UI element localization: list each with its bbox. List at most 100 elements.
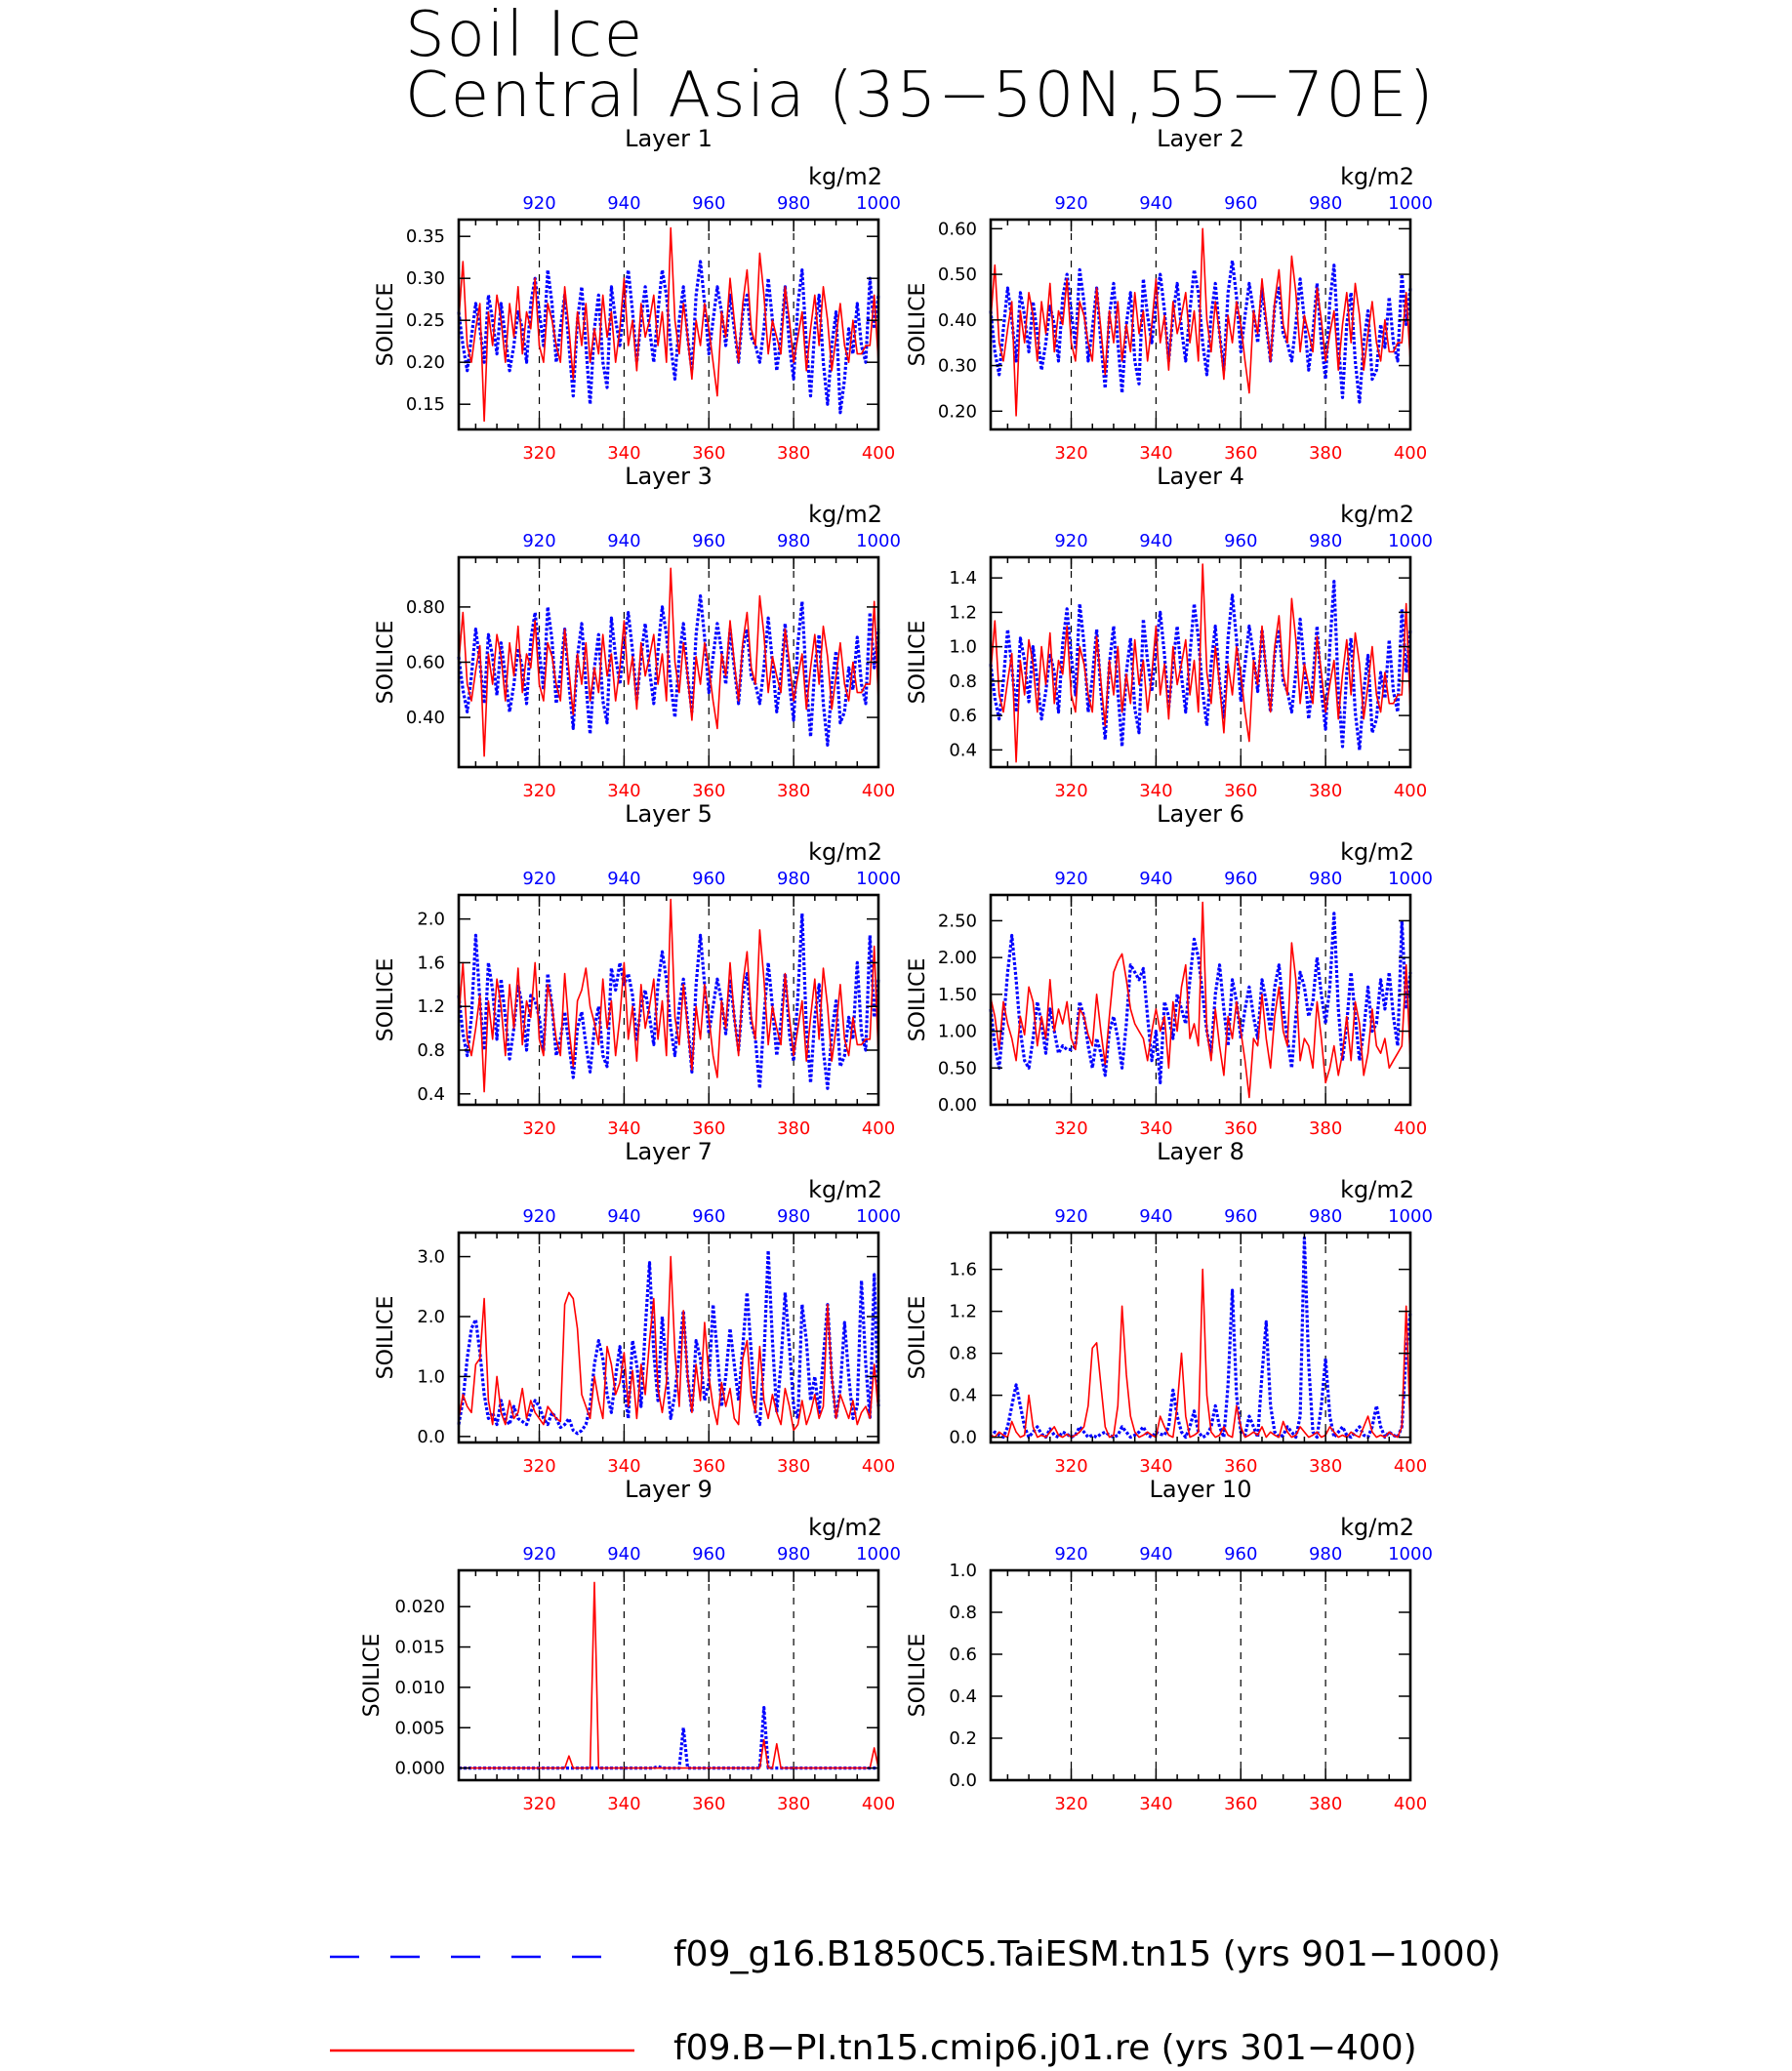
top-tick-label: 1000 xyxy=(1388,193,1433,214)
top-tick-label: 920 xyxy=(522,531,555,551)
series-line-1 xyxy=(459,1705,878,1770)
top-tick-label: 920 xyxy=(1054,869,1087,889)
units-label: kg/m2 xyxy=(1340,1514,1414,1541)
panel-title: Layer 1 xyxy=(625,125,713,152)
y-tick-label: 1.0 xyxy=(417,1366,445,1387)
top-tick-label: 960 xyxy=(692,193,725,214)
y-tick-label: 0.60 xyxy=(406,653,445,673)
y-axis-label: SOILICE xyxy=(906,1634,930,1718)
top-tick-label: 920 xyxy=(522,869,555,889)
series-line-2 xyxy=(458,226,879,423)
plot-frame xyxy=(989,218,1412,431)
y-axis-label: SOILICE xyxy=(360,1634,385,1718)
y-tick-label: 0.4 xyxy=(417,1084,445,1105)
series-line-2 xyxy=(990,227,1411,417)
x-tick-label: 340 xyxy=(607,443,640,464)
top-tick-label: 1000 xyxy=(856,1544,901,1564)
top-tick-label: 960 xyxy=(1224,1206,1257,1227)
y-tick-label: 0.005 xyxy=(394,1718,445,1738)
top-tick-label: 1000 xyxy=(1388,869,1433,889)
top-tick-label: 960 xyxy=(692,1544,725,1564)
top-tick-label: 940 xyxy=(607,869,640,889)
x-tick-label: 320 xyxy=(522,781,555,801)
y-tick-label: 0.20 xyxy=(938,401,977,422)
top-tick-label: 1000 xyxy=(1388,1544,1433,1564)
x-tick-label: 400 xyxy=(862,1456,895,1477)
y-tick-label: 1.6 xyxy=(949,1260,977,1280)
series-line-2 xyxy=(458,567,879,757)
x-tick-label: 380 xyxy=(1309,1794,1342,1814)
top-tick-label: 1000 xyxy=(1388,531,1433,551)
plot-frame xyxy=(989,1568,1412,1782)
panel-title: Layer 2 xyxy=(1157,125,1244,152)
units-label: kg/m2 xyxy=(1340,1176,1414,1203)
series-line-1 xyxy=(989,580,1412,752)
top-tick-label: 980 xyxy=(1309,1206,1342,1227)
top-tick-label: 980 xyxy=(1309,1544,1342,1564)
x-tick-label: 400 xyxy=(862,1794,895,1814)
y-tick-label: 0.20 xyxy=(406,352,445,373)
y-tick-label: 0.0 xyxy=(949,1770,977,1791)
top-tick-label: 1000 xyxy=(856,1206,901,1227)
panel-layer-7: Layer 7 kg/m2 320 340 360 380 400 920 940 960 980 1… xyxy=(374,1138,901,1477)
units-label: kg/m2 xyxy=(1340,163,1414,190)
series-line-2 xyxy=(459,1581,879,1769)
top-tick-label: 920 xyxy=(1054,1544,1087,1564)
y-tick-label: 0.15 xyxy=(406,394,445,415)
y-tick-label: 0.8 xyxy=(949,1344,977,1364)
y-tick-label: 0.35 xyxy=(406,226,445,247)
x-tick-label: 400 xyxy=(1394,1794,1427,1814)
y-tick-label: 0.015 xyxy=(394,1638,445,1658)
top-tick-label: 980 xyxy=(777,1206,810,1227)
units-label: kg/m2 xyxy=(808,501,882,528)
series-line-1 xyxy=(989,1236,1412,1440)
x-tick-label: 340 xyxy=(1139,1456,1172,1477)
y-tick-label: 0.2 xyxy=(949,1728,977,1749)
top-tick-label: 980 xyxy=(1309,869,1342,889)
top-tick-label: 980 xyxy=(1309,531,1342,551)
panel-layer-10: Layer 10 kg/m2 320 340 360 380 400 920 940 960 980… xyxy=(906,1476,1433,1814)
x-tick-label: 400 xyxy=(862,443,895,464)
title-line-2: Central Asia (35−50N,55−70E) xyxy=(405,60,1436,132)
x-tick-label: 340 xyxy=(607,1794,640,1814)
x-tick-label: 380 xyxy=(1309,443,1342,464)
top-tick-label: 960 xyxy=(692,1206,725,1227)
x-tick-label: 380 xyxy=(1309,1456,1342,1477)
y-tick-label: 0.020 xyxy=(394,1597,445,1617)
plot-frame xyxy=(989,555,1412,769)
x-tick-label: 380 xyxy=(777,443,810,464)
y-tick-label: 2.00 xyxy=(938,948,977,968)
top-tick-label: 940 xyxy=(1139,193,1172,214)
y-tick-label: 0.0 xyxy=(417,1427,445,1447)
panel-title: Layer 3 xyxy=(625,463,713,490)
y-tick-label: 0.010 xyxy=(394,1678,445,1698)
x-tick-label: 360 xyxy=(1224,1118,1257,1139)
panel-title: Layer 4 xyxy=(1157,463,1244,490)
top-tick-label: 920 xyxy=(1054,531,1087,551)
x-tick-label: 380 xyxy=(777,1118,810,1139)
y-tick-label: 1.4 xyxy=(949,568,977,589)
x-tick-label: 340 xyxy=(607,1118,640,1139)
top-tick-label: 940 xyxy=(1139,1544,1172,1564)
plot-frame xyxy=(457,1568,880,1782)
top-tick-label: 940 xyxy=(607,1544,640,1564)
y-tick-label: 1.6 xyxy=(417,953,445,973)
y-tick-label: 1.2 xyxy=(949,602,977,623)
y-tick-label: 0.25 xyxy=(406,310,445,331)
y-tick-label: 0.30 xyxy=(406,268,445,289)
series-line-2 xyxy=(458,1255,879,1432)
series-line-2 xyxy=(990,901,1411,1099)
top-tick-label: 920 xyxy=(1054,193,1087,214)
y-tick-label: 0.8 xyxy=(949,1603,977,1623)
y-tick-label: 0.40 xyxy=(406,708,445,728)
panel-title: Layer 6 xyxy=(1157,800,1244,828)
x-tick-label: 360 xyxy=(692,1118,725,1139)
top-tick-label: 980 xyxy=(777,193,810,214)
top-tick-label: 980 xyxy=(1309,193,1342,214)
legend-label-series2: f09.B−PI.tn15.cmip6.j01.re (yrs 301−400) xyxy=(673,2028,1417,2068)
x-tick-label: 320 xyxy=(522,443,555,464)
plot-frame xyxy=(989,1231,1412,1444)
x-tick-label: 320 xyxy=(1054,781,1087,801)
x-tick-label: 380 xyxy=(777,1794,810,1814)
